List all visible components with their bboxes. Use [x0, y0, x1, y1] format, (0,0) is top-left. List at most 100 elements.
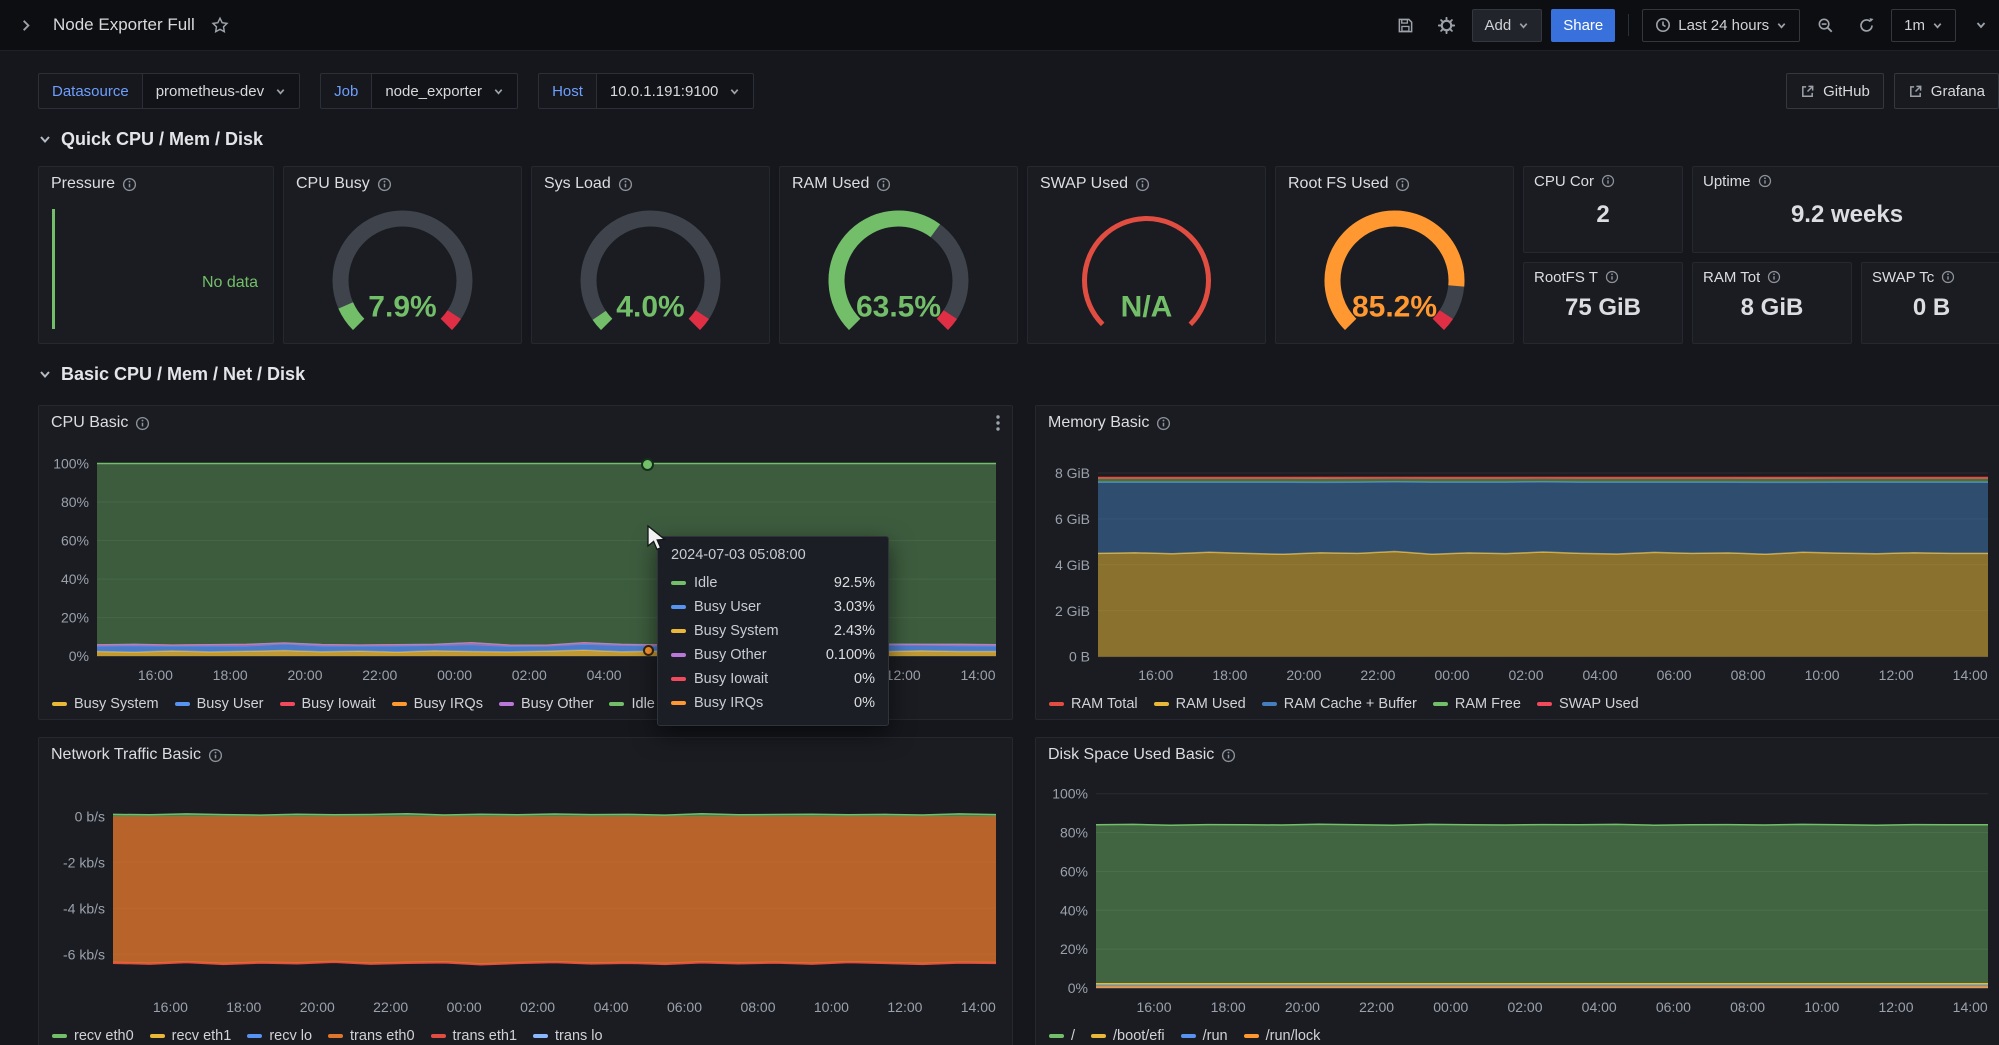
svg-text:08:00: 08:00	[740, 999, 775, 1015]
svg-text:16:00: 16:00	[1136, 999, 1171, 1015]
legend-item[interactable]: RAM Free	[1432, 696, 1521, 712]
info-icon[interactable]	[377, 177, 392, 192]
panel-header[interactable]: RootFS T	[1524, 263, 1682, 291]
info-icon[interactable]	[1395, 177, 1410, 192]
refresh-interval-label: 1m	[1904, 16, 1925, 34]
panel-title[interactable]: RAM Tot	[1703, 268, 1761, 286]
panel-title[interactable]: Memory Basic	[1048, 414, 1150, 431]
share-button[interactable]: Share	[1551, 8, 1616, 42]
variable-job: Job node_exporter	[320, 73, 519, 109]
chevron-right-icon[interactable]	[10, 9, 42, 41]
save-dashboard-icon[interactable]	[1390, 9, 1422, 41]
star-icon[interactable]	[204, 9, 236, 41]
panel-header[interactable]: Disk Space Used Basic	[1036, 738, 1999, 772]
settings-gear-icon[interactable]	[1431, 9, 1463, 41]
grafana-link-button[interactable]: Grafana	[1893, 73, 1999, 109]
info-icon[interactable]	[1758, 174, 1772, 188]
refresh-icon[interactable]	[1850, 9, 1882, 41]
panel-header[interactable]: SWAP Used	[1028, 167, 1265, 201]
info-icon[interactable]	[876, 177, 891, 192]
dashboard-title[interactable]: Node Exporter Full	[53, 15, 195, 34]
panel-header[interactable]: CPU Busy	[284, 167, 521, 201]
panel-header[interactable]: CPU Basic	[39, 406, 1012, 440]
panel-header[interactable]: Pressure	[39, 167, 273, 201]
memory-basic-chart[interactable]: 0 B 2 GiB 4 GiB 6 GiB 8 GiB 16:00 18:00 20:00 22…	[1036, 440, 1999, 689]
legend-item[interactable]: SWAP Used	[1536, 696, 1639, 712]
panel-title[interactable]: SWAP Used	[1040, 175, 1129, 192]
chevron-down-icon[interactable]	[1965, 9, 1997, 41]
legend-item[interactable]: RAM Total	[1049, 696, 1138, 712]
legend-item[interactable]: /run	[1180, 1028, 1228, 1044]
panel-menu-icon[interactable]	[996, 415, 1000, 431]
svg-text:04:00: 04:00	[587, 667, 622, 683]
section-quick-cpu-mem-disk[interactable]: Quick CPU / Mem / Disk	[38, 126, 263, 152]
add-button[interactable]: Add	[1471, 8, 1543, 42]
panel-title[interactable]: Sys Load	[544, 175, 611, 192]
info-icon[interactable]	[135, 416, 150, 431]
panel-title[interactable]: CPU Busy	[296, 175, 370, 192]
job-dropdown[interactable]: node_exporter	[371, 73, 519, 109]
info-icon[interactable]	[1941, 270, 1955, 284]
panel-title[interactable]: Uptime	[1703, 172, 1751, 190]
legend-item[interactable]: /	[1049, 1028, 1075, 1044]
legend-item[interactable]: RAM Used	[1153, 696, 1246, 712]
panel-header[interactable]: RAM Used	[780, 167, 1017, 201]
panel-title[interactable]: Disk Space Used Basic	[1048, 746, 1215, 763]
legend-item[interactable]: recv lo	[247, 1028, 312, 1044]
disk-space-chart[interactable]: 0% 20% 40% 60% 80% 100% 16:00 18:00 20:00 22:00 00…	[1036, 772, 1999, 1021]
info-icon[interactable]	[1601, 174, 1615, 188]
info-icon[interactable]	[1135, 177, 1150, 192]
info-icon[interactable]	[618, 177, 633, 192]
legend-item[interactable]: Busy Other	[498, 696, 593, 712]
legend-item[interactable]: Busy User	[174, 696, 264, 712]
legend-swatch	[1049, 1034, 1064, 1038]
panel-header[interactable]: Network Traffic Basic	[39, 738, 1012, 772]
info-icon[interactable]	[1221, 748, 1236, 763]
svg-text:-2 kb/s: -2 kb/s	[63, 854, 105, 870]
host-dropdown[interactable]: 10.0.1.191:9100	[595, 73, 755, 109]
legend-label: Busy User	[196, 696, 264, 712]
panel-header[interactable]: Uptime	[1693, 167, 1999, 195]
datasource-dropdown[interactable]: prometheus-dev	[141, 73, 301, 109]
tooltip-row: Busy User 3.03%	[671, 595, 875, 619]
panel-title[interactable]: SWAP Tc	[1872, 268, 1935, 286]
legend-item[interactable]: Busy IRQs	[391, 696, 483, 712]
panel-header[interactable]: CPU Cor	[1524, 167, 1682, 195]
info-icon[interactable]	[1605, 270, 1619, 284]
panel-title[interactable]: CPU Basic	[51, 414, 129, 431]
panel-header[interactable]: Memory Basic	[1036, 406, 1999, 440]
svg-text:4 GiB: 4 GiB	[1055, 557, 1090, 573]
panel-header[interactable]: SWAP Tc	[1862, 263, 1999, 291]
legend-item[interactable]: Idle	[609, 696, 655, 712]
info-icon[interactable]	[1156, 416, 1171, 431]
time-range-picker[interactable]: Last 24 hours	[1642, 8, 1801, 42]
panel-title[interactable]: RAM Used	[792, 175, 870, 192]
legend-item[interactable]: Busy Iowait	[279, 696, 376, 712]
panel-title[interactable]: Root FS Used	[1288, 175, 1389, 192]
info-icon[interactable]	[122, 177, 137, 192]
legend-item[interactable]: Busy System	[52, 696, 159, 712]
legend-item[interactable]: trans lo	[533, 1028, 603, 1044]
panel-title[interactable]: CPU Cor	[1534, 172, 1595, 190]
github-link-button[interactable]: GitHub	[1786, 73, 1884, 109]
panel-header[interactable]: RAM Tot	[1693, 263, 1851, 291]
legend-item[interactable]: /run/lock	[1243, 1028, 1320, 1044]
info-icon[interactable]	[208, 748, 223, 763]
panel-title[interactable]: RootFS T	[1534, 268, 1598, 286]
panel-title[interactable]: Network Traffic Basic	[51, 746, 201, 763]
zoom-out-icon[interactable]	[1809, 9, 1841, 41]
legend-item[interactable]: trans eth1	[430, 1028, 517, 1044]
panel-title[interactable]: Pressure	[51, 175, 116, 192]
panel-header[interactable]: Root FS Used	[1276, 167, 1513, 201]
info-icon[interactable]	[1767, 270, 1781, 284]
legend-item[interactable]: /boot/efi	[1091, 1028, 1165, 1044]
variable-label: Job	[320, 73, 372, 109]
refresh-interval-dropdown[interactable]: 1m	[1891, 8, 1956, 42]
legend-item[interactable]: recv eth0	[52, 1028, 134, 1044]
legend-item[interactable]: RAM Cache + Buffer	[1261, 696, 1417, 712]
legend-item[interactable]: trans eth0	[328, 1028, 415, 1044]
legend-item[interactable]: recv eth1	[149, 1028, 231, 1044]
section-basic-cpu-mem-net-disk[interactable]: Basic CPU / Mem / Net / Disk	[38, 361, 305, 387]
network-traffic-chart[interactable]: 0 b/s -2 kb/s -4 kb/s -6 kb/s 16:00 18:00 20:0…	[39, 772, 1012, 1021]
panel-header[interactable]: Sys Load	[532, 167, 769, 201]
